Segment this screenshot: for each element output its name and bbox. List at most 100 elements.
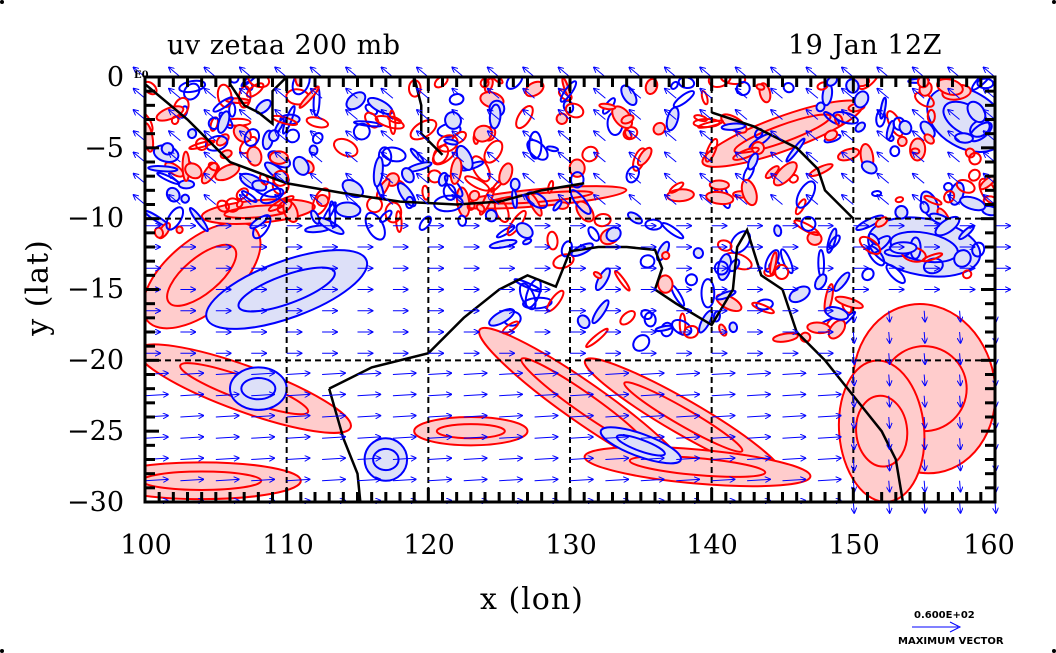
vorticity-contour <box>188 139 216 150</box>
wind-vector <box>771 89 783 99</box>
wind-vector <box>842 89 854 99</box>
vorticity-contour <box>625 165 640 184</box>
wind-vector <box>665 110 677 120</box>
vorticity-contour <box>240 190 258 203</box>
wind-vector <box>251 479 274 480</box>
vorticity-contour <box>692 247 704 260</box>
wind-vector <box>629 153 642 163</box>
wind-vector <box>286 394 310 395</box>
vorticity-contour <box>245 82 265 98</box>
wind-vector <box>499 373 522 374</box>
vorticity-contour <box>228 102 237 118</box>
wind-vector <box>311 68 323 78</box>
vorticity-contour <box>657 274 674 294</box>
wind-vector <box>700 110 712 120</box>
wind-vector <box>924 310 925 322</box>
wind-vector <box>499 458 522 459</box>
wind-vector <box>842 131 854 142</box>
wind-vector <box>782 373 806 374</box>
vorticity-contour <box>396 182 417 208</box>
vorticity-contour <box>470 155 491 183</box>
vorticity-contour <box>433 194 464 213</box>
vorticity-contour <box>923 194 943 206</box>
wind-vector <box>180 394 203 395</box>
vorticity-contour <box>705 190 735 206</box>
vorticity-contour <box>707 77 732 89</box>
y-tick-label: −30 <box>67 487 124 518</box>
wind-vector <box>322 373 345 374</box>
wind-vector <box>346 174 358 184</box>
vorticity-contour <box>661 251 671 261</box>
vorticity-contour <box>814 273 828 291</box>
vorticity-contour <box>333 137 359 158</box>
wind-vector <box>842 174 854 184</box>
vorticity-contour <box>967 168 981 182</box>
x-tick-label: 100 <box>120 530 172 561</box>
vorticity-contour <box>400 167 415 184</box>
wind-vector <box>594 195 606 205</box>
wind-vector <box>605 479 628 480</box>
wind-vector <box>960 480 961 492</box>
vorticity-contour <box>308 144 319 156</box>
wind-vector <box>392 416 416 417</box>
wind-vector <box>782 479 806 480</box>
wind-vector <box>569 437 593 438</box>
vorticity-contour <box>964 147 976 159</box>
vorticity-contour <box>961 269 973 280</box>
vorticity-contour <box>387 115 403 125</box>
vorticity-contour <box>564 102 585 119</box>
wind-vector <box>488 110 500 120</box>
wind-vector <box>382 89 394 99</box>
vorticity-contour <box>292 155 310 176</box>
wind-vector <box>747 416 770 417</box>
wind-vector <box>889 438 890 449</box>
y-tick-label: −25 <box>67 416 124 447</box>
wind-vector <box>392 479 416 480</box>
vorticity-contour <box>180 193 191 204</box>
wind-vector <box>311 195 323 205</box>
vorticity-contour <box>834 295 864 310</box>
wind-vector <box>180 416 203 417</box>
wind-vector <box>771 195 783 205</box>
vorticity-contour <box>515 105 534 130</box>
wind-vector <box>676 437 699 438</box>
wind-vector <box>747 437 770 438</box>
vorticity-contour <box>898 119 913 136</box>
wind-vector <box>984 110 996 120</box>
vorticity-contour <box>623 381 744 453</box>
wind-vector <box>428 437 451 438</box>
vorticity-contour <box>700 278 716 309</box>
wind-vector <box>771 110 783 120</box>
wind-vector <box>853 416 854 428</box>
wind-vector <box>286 458 310 459</box>
y-tick-label: 0 <box>106 62 124 93</box>
wind-vector <box>523 110 535 120</box>
wind-vector <box>700 89 712 99</box>
corner-mark-top-left <box>0 0 4 4</box>
vorticity-contour <box>243 128 261 147</box>
wind-vector <box>984 195 996 205</box>
wind-vector <box>594 89 606 99</box>
vorticity-contour <box>774 263 790 280</box>
wind-vector <box>889 459 890 471</box>
wind-vector <box>357 479 381 480</box>
vorticity-contour <box>310 209 321 225</box>
vorticity-contour <box>955 178 976 194</box>
wind-vector <box>960 353 961 364</box>
vorticity-contour <box>772 332 799 343</box>
wind-vector <box>215 458 239 459</box>
wind-vector <box>392 458 416 459</box>
vorticity-contour <box>145 470 263 491</box>
vorticity-contour <box>632 334 651 352</box>
vorticity-contour <box>187 128 198 140</box>
vorticity-contour <box>627 211 643 225</box>
corner-mark-top-right <box>1052 0 1056 4</box>
wind-vector <box>877 89 890 99</box>
vorticity-contour <box>954 132 974 144</box>
wind-vector <box>924 331 925 343</box>
wind-vector <box>853 395 854 407</box>
wind-vector <box>771 131 783 142</box>
wind-vector <box>169 89 181 99</box>
vorticity-contour <box>860 160 878 175</box>
wind-vector <box>559 68 571 78</box>
